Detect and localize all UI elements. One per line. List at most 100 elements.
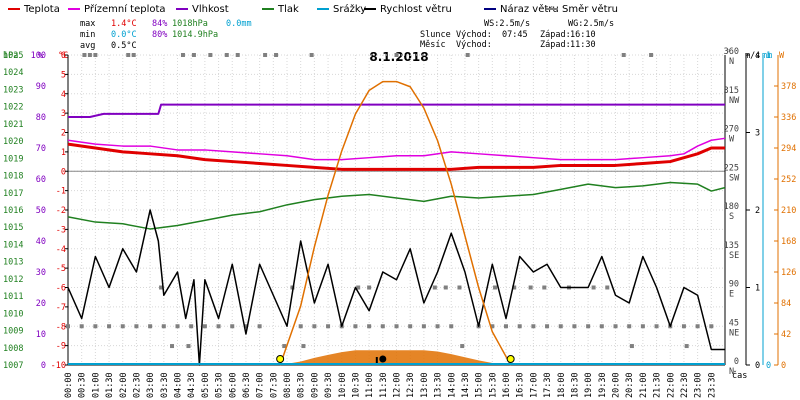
wind-dir-dot bbox=[512, 285, 517, 290]
wind-speed-summary: WS:2.5m/s bbox=[484, 19, 530, 29]
moon-rise-label: Východ: bbox=[456, 40, 492, 50]
wind-dir-dot bbox=[186, 344, 191, 349]
x-tick-label: 01:30 bbox=[105, 372, 115, 398]
dir-compass-label: N bbox=[729, 57, 734, 67]
x-tick-label: 23:30 bbox=[707, 372, 717, 398]
wind-dir-dot bbox=[216, 324, 221, 329]
w-tick-label: 210 bbox=[781, 206, 796, 216]
dir-compass-label: W bbox=[729, 135, 735, 145]
temp-tick-label: 2 bbox=[61, 129, 66, 139]
x-tick-label: 20:30 bbox=[625, 372, 635, 398]
dir-compass-label: SW bbox=[729, 173, 740, 183]
x-tick-label: 09:30 bbox=[324, 372, 334, 398]
wind-dir-dot bbox=[681, 324, 686, 329]
dir-compass-label: NE bbox=[729, 328, 739, 338]
x-tick-label: 13:00 bbox=[420, 372, 430, 398]
wind-dir-dot bbox=[282, 344, 287, 349]
mm-tick-label: 1 bbox=[766, 51, 771, 61]
wind-dir-dot bbox=[504, 324, 508, 329]
dir-tick-label: 360 bbox=[724, 47, 739, 57]
x-tick-label: 13:30 bbox=[434, 372, 444, 398]
stats-max-press: 1018hPa bbox=[172, 19, 208, 29]
wind-dir-dot bbox=[709, 324, 714, 329]
wind-dir-dot bbox=[640, 324, 645, 329]
stats-min-label: min bbox=[80, 30, 95, 40]
legend-label: Náraz větru bbox=[500, 3, 559, 15]
stats-avg-label: avg bbox=[80, 41, 95, 51]
ms-tick-label: 3 bbox=[755, 129, 760, 139]
x-tick-label: 23:00 bbox=[694, 372, 704, 398]
plot-area bbox=[66, 53, 726, 366]
hpa-tick-label: 1023 bbox=[3, 85, 23, 95]
hpa-tick-label: 1024 bbox=[3, 68, 23, 78]
wind-dir-dot bbox=[517, 324, 522, 329]
wind-dir-dot bbox=[613, 324, 618, 329]
w-tick-label: 336 bbox=[781, 113, 796, 123]
chart-title: 8.1.2018 bbox=[369, 50, 428, 64]
sun-marker bbox=[276, 355, 285, 363]
w-tick-label: 126 bbox=[781, 268, 796, 278]
dir-tick-label: 270 bbox=[724, 125, 739, 135]
ms-tick-label: 1 bbox=[755, 284, 760, 294]
axis-unit-mm: mm bbox=[762, 51, 772, 61]
dir-tick-label: 180 bbox=[724, 202, 739, 212]
x-tick-label: 19:30 bbox=[598, 372, 608, 398]
pct-tick-label: 90 bbox=[36, 82, 46, 92]
legend-label: Vlhkost bbox=[192, 4, 229, 15]
wind-dir-dot bbox=[531, 324, 536, 329]
wind-dir-dot bbox=[465, 53, 470, 57]
wind-dir-dot bbox=[202, 324, 207, 329]
stats-max-label: max bbox=[80, 19, 95, 29]
wind-dir-dot bbox=[460, 344, 465, 349]
sun-set-time: 16:10 bbox=[570, 30, 596, 40]
x-tick-label: 07:30 bbox=[269, 372, 279, 398]
stats-min-temp: 0.0°C bbox=[111, 30, 137, 40]
pct-tick-label: 0 bbox=[41, 361, 46, 371]
wind-dir-dot bbox=[326, 324, 331, 329]
wind-dir-dot bbox=[394, 324, 399, 329]
x-tick-label: 06:00 bbox=[228, 372, 238, 398]
wind-dir-dot bbox=[695, 324, 700, 329]
wind-dir-dot bbox=[449, 324, 454, 329]
dir-compass-label: N bbox=[729, 367, 734, 377]
sun-set-label: Západ: bbox=[540, 30, 571, 40]
wind-dir-dot bbox=[457, 285, 462, 290]
dir-tick-label: 90 bbox=[729, 280, 739, 290]
wind-dir-dot bbox=[170, 344, 175, 349]
wind-dir-dot bbox=[367, 285, 372, 290]
stats-max-temp: 1.4°C bbox=[111, 19, 137, 29]
x-tick-label: 19:00 bbox=[584, 372, 594, 398]
x-tick-label: 02:30 bbox=[132, 372, 142, 398]
x-tick-label: 03:30 bbox=[160, 372, 170, 398]
x-tick-label: 06:30 bbox=[242, 372, 252, 398]
moon-set-label: Západ: bbox=[540, 40, 571, 50]
x-tick-label: 15:30 bbox=[488, 372, 498, 398]
wind-dir-dot bbox=[684, 344, 689, 349]
temp-tick-label: 4 bbox=[61, 90, 66, 100]
series-line bbox=[68, 103, 725, 118]
wind-dir-dot bbox=[435, 324, 440, 329]
dir-compass-label: S bbox=[729, 212, 734, 222]
pct-tick-label: 70 bbox=[36, 144, 46, 154]
hpa-tick-label: 1018 bbox=[3, 172, 23, 182]
x-tick-label: 00:30 bbox=[78, 372, 88, 398]
dir-compass-label: E bbox=[729, 290, 734, 300]
mm-tick-label: 0 bbox=[766, 361, 771, 371]
x-tick-label: 20:00 bbox=[612, 372, 622, 398]
temp-tick-label: -5 bbox=[56, 264, 66, 274]
x-tick-label: 03:00 bbox=[146, 372, 156, 398]
dir-compass-label: SE bbox=[729, 251, 739, 261]
stats-block: max 1.4°C 84% 1018hPa 0.0mm min 0.0°C 80… bbox=[80, 19, 252, 51]
legend-label: Přízemní teplota bbox=[84, 3, 166, 15]
dir-tick-label: 45 bbox=[729, 318, 739, 328]
sun-marker bbox=[506, 355, 515, 363]
stats-min-hum: 80% bbox=[152, 30, 167, 40]
pct-tick-label: 50 bbox=[36, 206, 46, 216]
x-tick-label: 12:00 bbox=[393, 372, 403, 398]
legend-label: Teplota bbox=[23, 4, 60, 15]
wind-dir-dot bbox=[274, 53, 279, 57]
x-tick-label: 18:00 bbox=[557, 372, 567, 398]
wind-dir-dot bbox=[66, 324, 70, 329]
wind-dir-dot bbox=[621, 53, 626, 57]
wind-dir-dot bbox=[191, 53, 196, 57]
